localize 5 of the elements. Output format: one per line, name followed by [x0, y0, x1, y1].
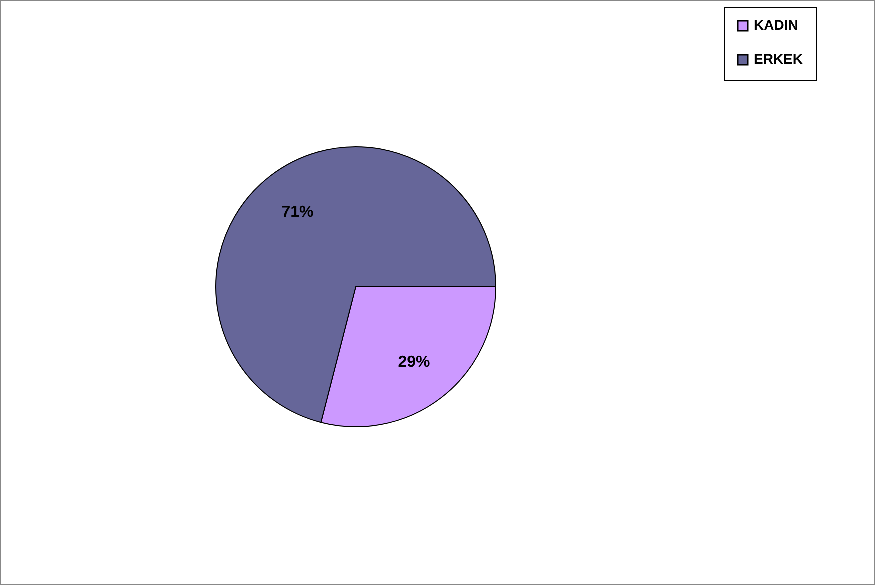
data-label: 29% [398, 354, 430, 372]
legend-label: ERKEK [754, 51, 804, 67]
legend-label: KADIN [754, 17, 798, 33]
data-label: 71% [282, 204, 314, 221]
pie-slice [216, 146, 496, 424]
